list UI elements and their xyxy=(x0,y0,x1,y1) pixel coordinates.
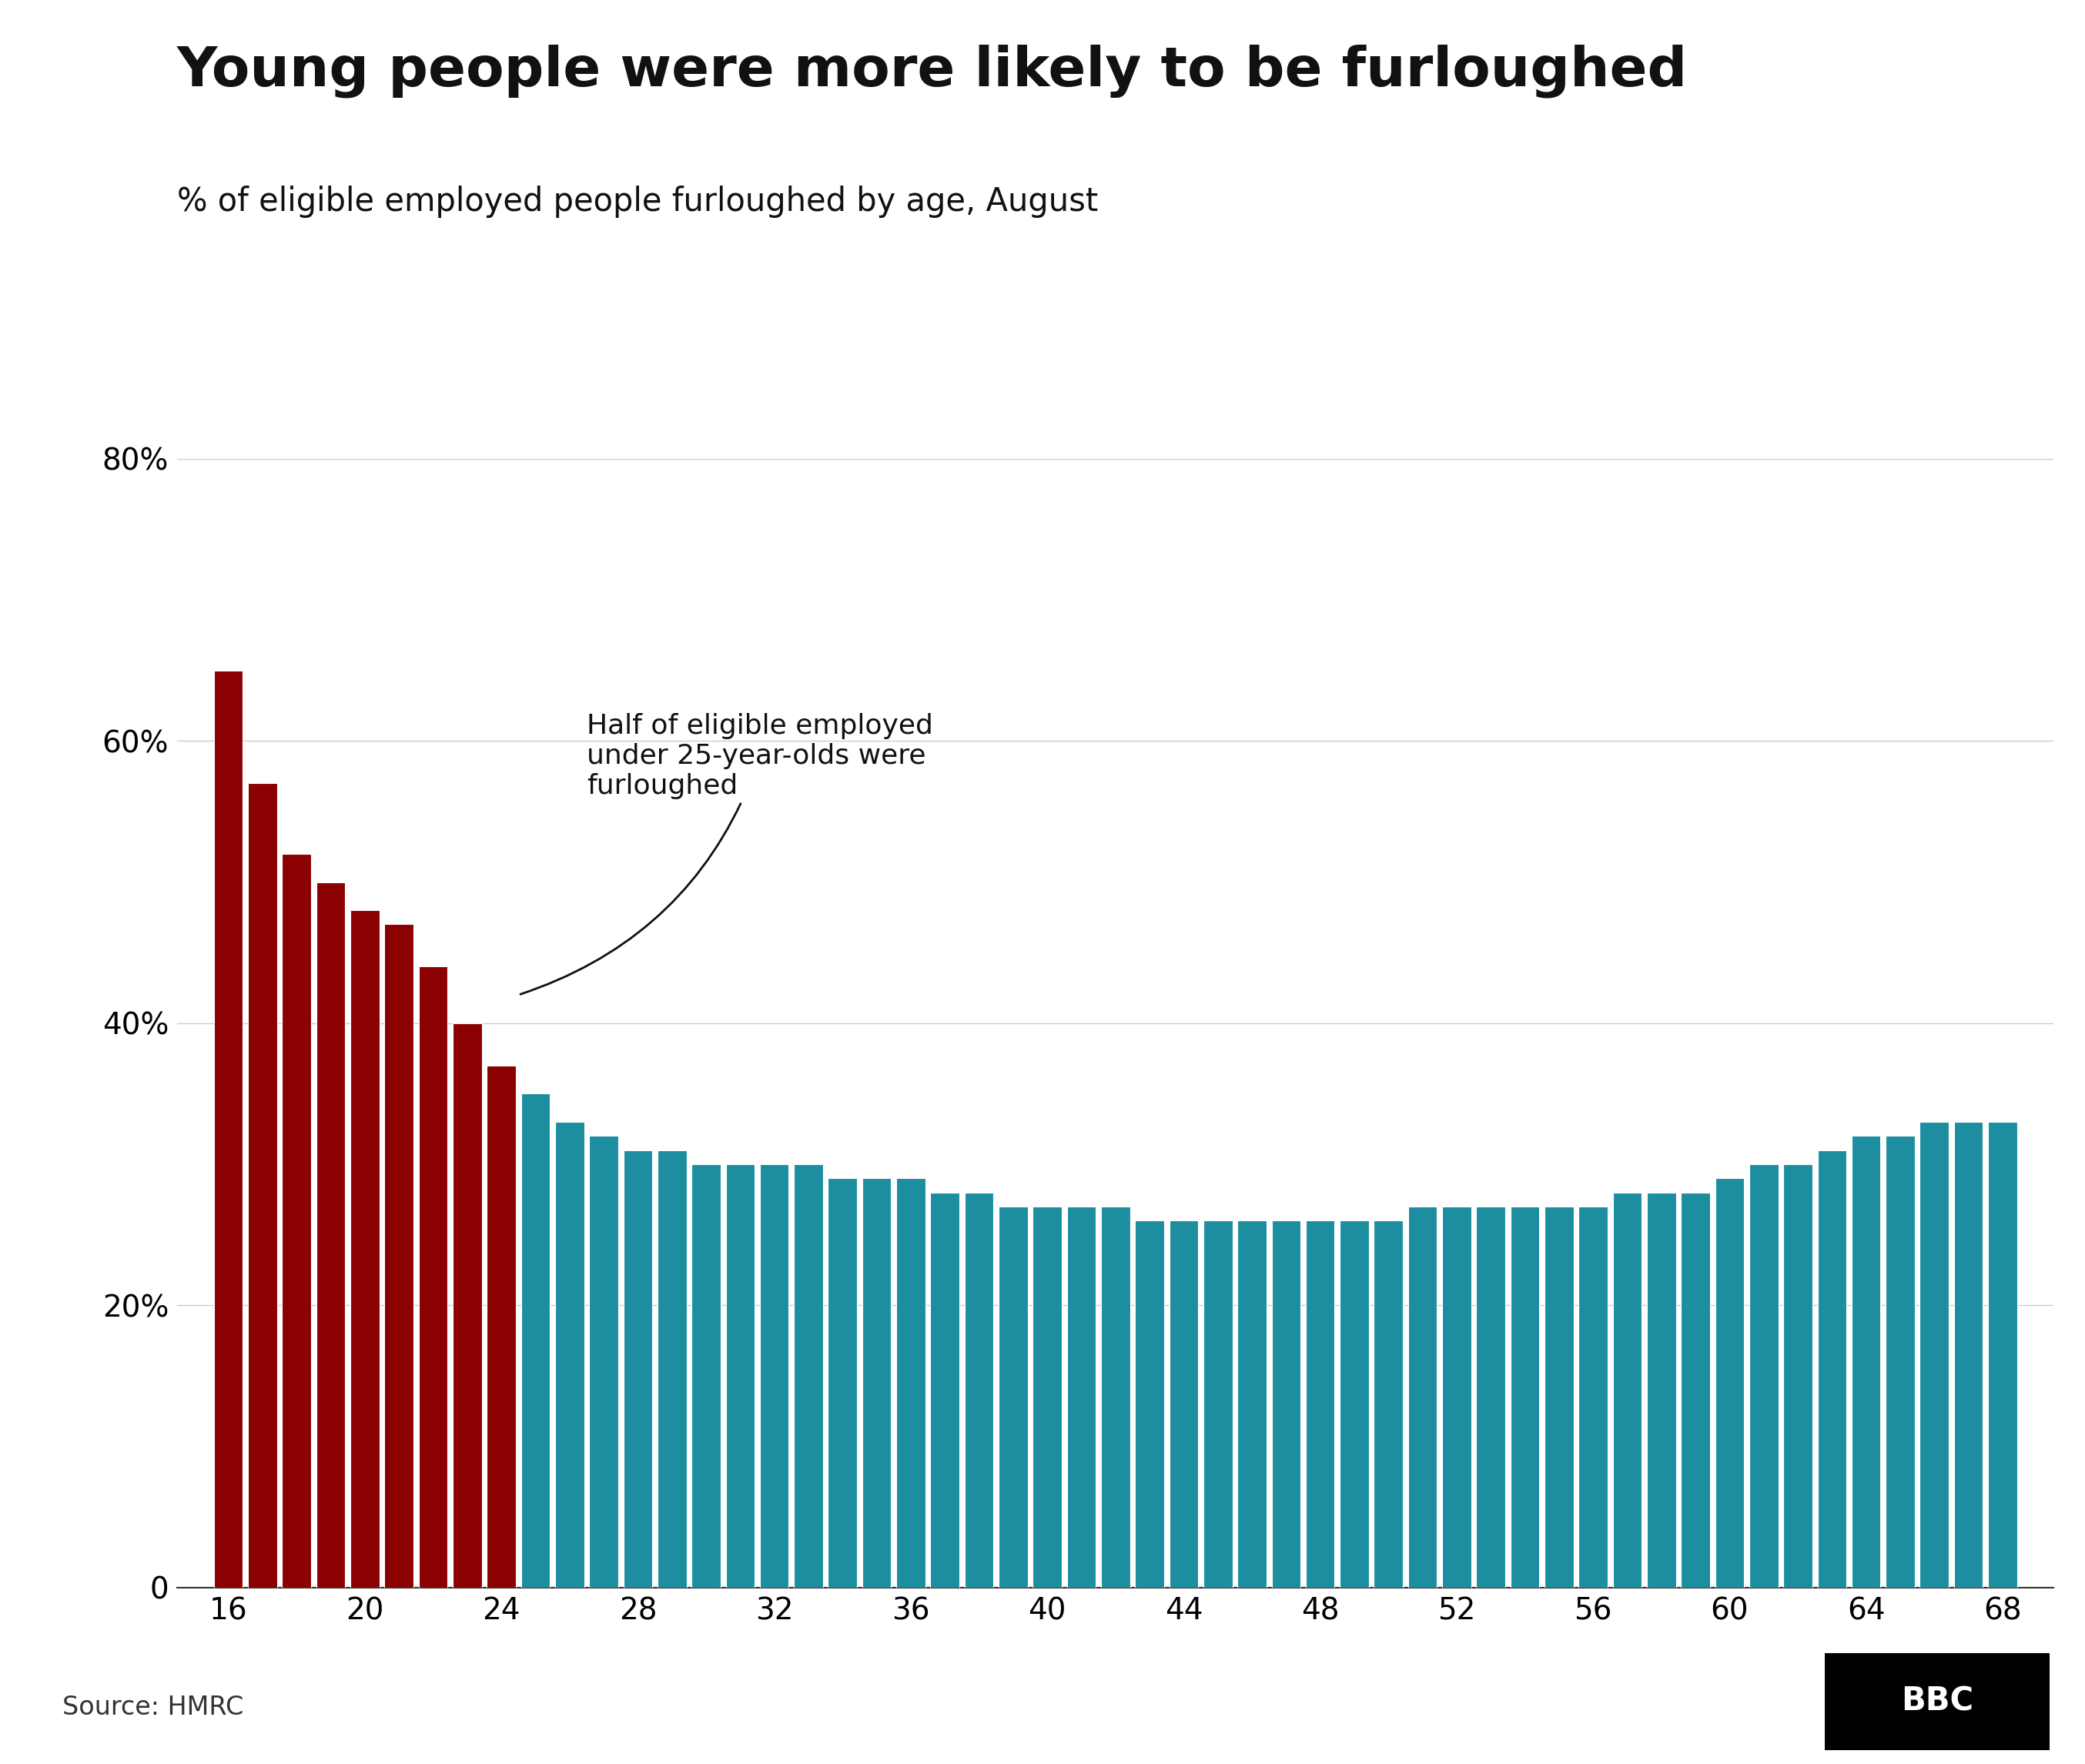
Bar xyxy=(897,1178,926,1588)
Bar xyxy=(999,1207,1028,1588)
Bar xyxy=(1510,1207,1539,1588)
Bar xyxy=(1920,1122,1949,1588)
Bar xyxy=(281,854,311,1588)
Bar xyxy=(1716,1178,1745,1588)
Bar xyxy=(1374,1221,1403,1588)
Bar xyxy=(1032,1207,1061,1588)
Bar xyxy=(965,1192,995,1588)
Bar xyxy=(590,1136,619,1588)
Bar xyxy=(350,910,379,1588)
Bar xyxy=(1614,1192,1641,1588)
Bar xyxy=(759,1164,788,1588)
Bar xyxy=(384,924,413,1588)
Bar xyxy=(1341,1221,1370,1588)
Bar xyxy=(1749,1164,1779,1588)
Bar xyxy=(317,882,346,1588)
Bar xyxy=(1407,1207,1437,1588)
Bar xyxy=(623,1150,653,1588)
Bar xyxy=(1443,1207,1472,1588)
Bar xyxy=(1989,1122,2016,1588)
Bar xyxy=(930,1192,959,1588)
Bar xyxy=(1238,1221,1266,1588)
Text: Young people were more likely to be furloughed: Young people were more likely to be furl… xyxy=(177,44,1689,97)
Bar xyxy=(1305,1221,1334,1588)
Bar xyxy=(726,1164,755,1588)
Bar xyxy=(1954,1122,1983,1588)
Text: Half of eligible employed
under 25-year-olds were
furloughed: Half of eligible employed under 25-year-… xyxy=(521,713,932,995)
Bar xyxy=(1068,1207,1097,1588)
Bar xyxy=(248,783,277,1588)
Bar xyxy=(1885,1136,1914,1588)
Bar xyxy=(1101,1207,1130,1588)
Bar xyxy=(657,1150,686,1588)
Bar xyxy=(1272,1221,1301,1588)
Bar xyxy=(828,1178,857,1588)
Bar xyxy=(1681,1192,1710,1588)
Bar xyxy=(692,1164,721,1588)
Text: % of eligible employed people furloughed by age, August: % of eligible employed people furloughed… xyxy=(177,185,1099,217)
Bar xyxy=(1203,1221,1232,1588)
Text: BBC: BBC xyxy=(1902,1685,1972,1718)
Bar xyxy=(1783,1164,1812,1588)
Bar xyxy=(1545,1207,1574,1588)
Bar xyxy=(863,1178,890,1588)
Bar xyxy=(794,1164,824,1588)
Bar xyxy=(215,670,244,1588)
Bar xyxy=(555,1122,584,1588)
Bar xyxy=(1134,1221,1163,1588)
Bar xyxy=(1170,1221,1199,1588)
Bar xyxy=(1647,1192,1676,1588)
Bar xyxy=(1476,1207,1505,1588)
Bar xyxy=(419,967,448,1588)
Bar xyxy=(1578,1207,1608,1588)
Bar xyxy=(1818,1150,1847,1588)
Bar xyxy=(521,1094,550,1588)
Bar xyxy=(452,1023,482,1588)
Bar xyxy=(488,1065,515,1588)
Text: Source: HMRC: Source: HMRC xyxy=(63,1695,244,1720)
Bar xyxy=(1851,1136,1881,1588)
